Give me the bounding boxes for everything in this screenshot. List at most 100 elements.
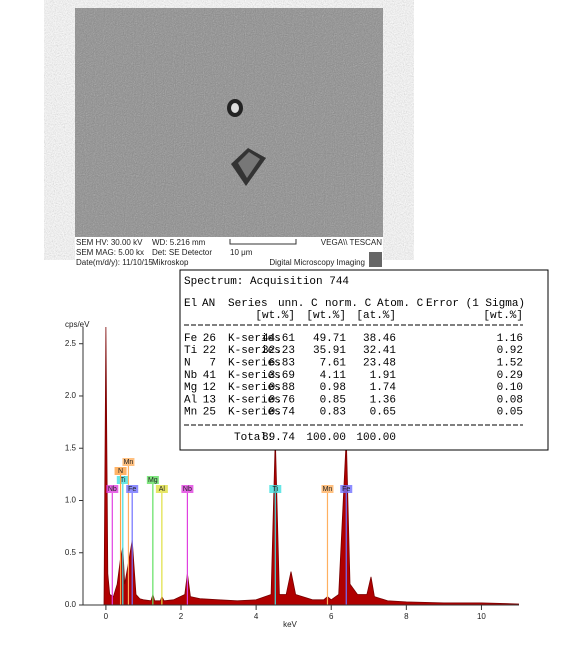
marker-label: Mn bbox=[124, 459, 134, 466]
table-unit: [wt.%] bbox=[306, 310, 346, 322]
table-cell: N bbox=[184, 358, 191, 370]
results-table: Spectrum: Acquisition 744 El AN Series unn.… bbox=[179, 269, 549, 451]
table-cell: 7.61 bbox=[320, 358, 347, 370]
table-cell: 4.11 bbox=[320, 370, 347, 382]
x-tick-label: 4 bbox=[254, 612, 259, 621]
marker-box bbox=[269, 485, 282, 493]
x-axis-label: keV bbox=[283, 620, 297, 629]
table-cell: Ti bbox=[184, 345, 198, 357]
table-cell: K-series bbox=[228, 345, 281, 357]
marker-box bbox=[126, 485, 139, 493]
table-cell: 26 bbox=[203, 333, 216, 345]
sem-hv: SEM HV: 30.00 kV bbox=[76, 238, 143, 247]
table-cell: Al bbox=[184, 394, 197, 406]
table-cell: 41 bbox=[203, 370, 217, 382]
table-cell: 0.98 bbox=[320, 382, 346, 394]
table-unit: [at.%] bbox=[356, 310, 396, 322]
y-tick-label: 2.0 bbox=[65, 391, 77, 400]
sem-operator: Mikroskop bbox=[152, 258, 189, 267]
marker-box bbox=[106, 485, 119, 493]
table-header: AN bbox=[202, 298, 215, 310]
marker-label: Al bbox=[159, 486, 166, 493]
table-cell: 35.91 bbox=[313, 345, 346, 357]
table-cell: 0.29 bbox=[497, 370, 523, 382]
table-cell: K-series bbox=[228, 394, 281, 406]
marker-box bbox=[155, 485, 168, 493]
table-cell: 49.71 bbox=[313, 333, 346, 345]
y-tick-label: 2.5 bbox=[65, 339, 77, 348]
table-cell: 44.61 bbox=[262, 333, 295, 345]
sem-det: Det: SE Detector bbox=[152, 248, 212, 257]
table-header: Series bbox=[228, 298, 268, 310]
table-total: Total: bbox=[234, 432, 274, 444]
marker-label: Nb bbox=[108, 486, 117, 493]
table-header: unn. C bbox=[278, 298, 318, 310]
sem-footer: Digital Microscopy Imaging bbox=[269, 258, 365, 267]
y-tick-label: 0.5 bbox=[65, 548, 77, 557]
sem-mag: SEM MAG: 5.00 kx bbox=[76, 248, 144, 257]
table-cell: 1.74 bbox=[370, 382, 397, 394]
table-cell: 0.65 bbox=[370, 407, 396, 419]
marker-label: N bbox=[118, 468, 123, 475]
table-cell: K-series bbox=[228, 358, 281, 370]
table-cell: 1.36 bbox=[370, 394, 396, 406]
x-tick-label: 8 bbox=[404, 612, 409, 621]
sem-date: Date(m/d/y): 11/10/15 bbox=[76, 258, 153, 267]
y-tick-label: 1.0 bbox=[65, 496, 77, 505]
marker-label: Ti bbox=[272, 486, 278, 493]
table-cell: 0.74 bbox=[269, 407, 296, 419]
table-cell: 0.76 bbox=[269, 394, 295, 406]
marker-label: Ti bbox=[120, 477, 126, 484]
table-cell: 0.88 bbox=[269, 382, 295, 394]
marker-box bbox=[146, 476, 159, 484]
table-cell: 38.46 bbox=[363, 333, 396, 345]
marker-label: Fe bbox=[342, 486, 350, 493]
table-total: 100.00 bbox=[306, 432, 346, 444]
table-cell: 7 bbox=[209, 358, 216, 370]
table-cell: 1.16 bbox=[497, 333, 523, 345]
marker-box bbox=[340, 485, 353, 493]
table-cell: Mn bbox=[184, 407, 197, 419]
marker-label: Nb bbox=[183, 486, 192, 493]
table-cell: 1.91 bbox=[370, 370, 397, 382]
y-tick-label: 1.5 bbox=[65, 443, 77, 452]
table-cell: 22 bbox=[203, 345, 216, 357]
table-cell: K-series bbox=[228, 407, 281, 419]
y-tick-label: 0.0 bbox=[65, 600, 77, 609]
table-cell: 6.83 bbox=[269, 358, 295, 370]
table-cell: 0.85 bbox=[320, 394, 346, 406]
marker-label: Fe bbox=[128, 486, 136, 493]
table-cell: K-series bbox=[228, 382, 281, 394]
table-cell: 0.83 bbox=[320, 407, 346, 419]
table-cell: 32.41 bbox=[363, 345, 396, 357]
table-cell: 0.10 bbox=[497, 382, 523, 394]
marker-box bbox=[321, 485, 334, 493]
table-total: 100.00 bbox=[356, 432, 396, 444]
table-header: Error (1 Sigma) bbox=[426, 298, 525, 310]
table-header: norm. C bbox=[325, 298, 372, 310]
table-cell: 0.05 bbox=[497, 407, 523, 419]
table-cell: Fe bbox=[184, 333, 197, 345]
x-tick-label: 0 bbox=[104, 612, 109, 621]
table-cell: 1.52 bbox=[497, 358, 523, 370]
marker-label: Mn bbox=[323, 486, 333, 493]
table-cell: 3.69 bbox=[269, 370, 295, 382]
marker-box bbox=[114, 467, 127, 475]
table-total: 89.74 bbox=[262, 432, 295, 444]
table-cell: Nb bbox=[184, 370, 197, 382]
table-cell: 0.08 bbox=[497, 394, 523, 406]
table-header: Atom. C bbox=[377, 298, 424, 310]
marker-box bbox=[116, 476, 129, 484]
table-cell: 32.23 bbox=[262, 345, 295, 357]
marker-label: Mg bbox=[148, 477, 158, 484]
x-tick-label: 2 bbox=[179, 612, 184, 621]
table-header: El bbox=[184, 298, 197, 310]
marker-box bbox=[181, 485, 194, 493]
table-cell: 13 bbox=[203, 394, 216, 406]
sem-scale: 10 μm bbox=[230, 248, 253, 257]
table-cell: Mg bbox=[184, 382, 197, 394]
sem-wd: WD: 5.216 mm bbox=[152, 238, 206, 247]
x-tick-label: 6 bbox=[329, 612, 334, 621]
y-axis-label: cps/eV bbox=[65, 320, 90, 329]
